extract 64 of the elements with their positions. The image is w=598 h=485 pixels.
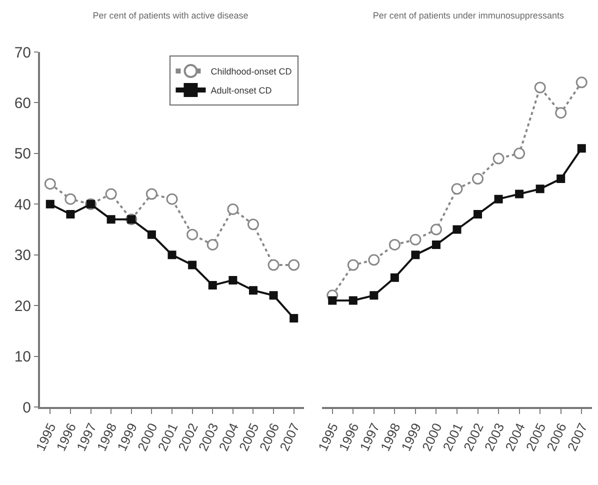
point (452, 225, 462, 234)
point (577, 144, 586, 153)
point (390, 273, 399, 282)
point (206, 238, 218, 250)
point (186, 228, 198, 240)
point (44, 178, 56, 190)
point (248, 286, 258, 295)
point (576, 76, 588, 88)
point (328, 296, 337, 305)
point (370, 291, 378, 300)
point (556, 174, 566, 184)
point (208, 281, 217, 290)
y-tick-label: 20 (14, 298, 31, 315)
point (147, 230, 156, 239)
point (105, 188, 117, 200)
point (514, 148, 526, 160)
point (411, 250, 420, 260)
point (534, 82, 546, 94)
point (388, 238, 400, 250)
point (410, 234, 422, 246)
y-tick-label: 0 (22, 399, 31, 416)
point (430, 224, 442, 236)
chart-title: Per cent of patients under immunosuppressants (372, 10, 564, 20)
y-tick-label: 30 (14, 247, 31, 264)
x-tick-label: 1995 (32, 420, 59, 454)
point (188, 260, 197, 270)
point (474, 210, 482, 219)
y-tick-label: 60 (14, 94, 31, 112)
point (348, 296, 358, 305)
y-tick-label: 40 (14, 196, 31, 214)
legend-label: Adult-onset CD (210, 86, 272, 96)
x-tick-label: 2000 (419, 420, 445, 454)
point (106, 215, 116, 224)
x-tick-label: 2006 (544, 420, 570, 454)
point (492, 152, 504, 164)
point (494, 194, 503, 204)
chart-title: Per cent of patients with active disease (92, 10, 248, 20)
y-tick-label: 10 (14, 348, 31, 366)
point (472, 173, 484, 185)
point (269, 291, 278, 300)
point (247, 218, 259, 230)
point (227, 203, 239, 215)
point (66, 210, 75, 219)
point (347, 259, 359, 271)
point (268, 259, 280, 271)
point (228, 276, 238, 284)
point (64, 193, 76, 205)
point (46, 200, 54, 208)
point (432, 240, 440, 249)
point (368, 254, 380, 266)
point (168, 250, 176, 260)
point (515, 190, 524, 198)
point (451, 183, 463, 195)
point (555, 107, 567, 119)
point (288, 259, 300, 271)
point (166, 193, 178, 205)
y-tick-label: 70 (14, 44, 31, 62)
point (146, 188, 158, 200)
legend-label: Childhood-onset CD (210, 66, 292, 77)
x-tick-label: 1995 (315, 420, 341, 454)
point (536, 184, 544, 194)
x-tick-label: 2004 (502, 420, 528, 454)
y-tick-label: 50 (14, 146, 31, 163)
point (290, 314, 298, 322)
